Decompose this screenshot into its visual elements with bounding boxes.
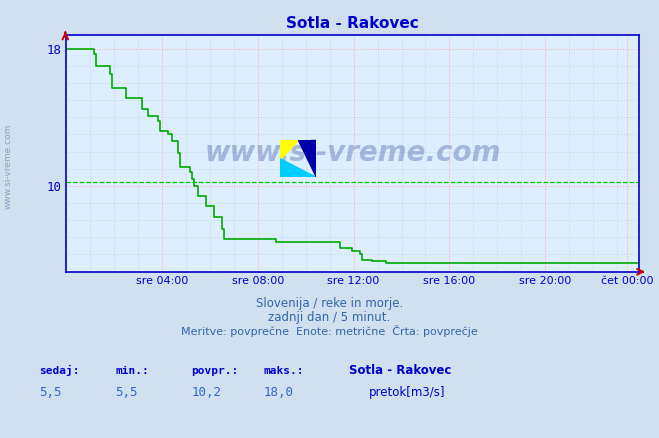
Text: zadnji dan / 5 minut.: zadnji dan / 5 minut. xyxy=(268,311,391,324)
Text: maks.:: maks.: xyxy=(264,367,304,377)
Text: 18,0: 18,0 xyxy=(264,386,294,399)
Text: povpr.:: povpr.: xyxy=(191,367,239,377)
Text: Meritve: povprečne  Enote: metrične  Črta: povprečje: Meritve: povprečne Enote: metrične Črta:… xyxy=(181,325,478,337)
Text: 5,5: 5,5 xyxy=(115,386,138,399)
Text: min.:: min.: xyxy=(115,367,149,377)
Text: www.si-vreme.com: www.si-vreme.com xyxy=(3,124,13,209)
Text: sedaj:: sedaj: xyxy=(40,365,80,377)
Text: pretok[m3/s]: pretok[m3/s] xyxy=(369,386,445,399)
Text: Slovenija / reke in morje.: Slovenija / reke in morje. xyxy=(256,297,403,310)
Polygon shape xyxy=(280,159,316,177)
Text: 5,5: 5,5 xyxy=(40,386,62,399)
Text: 10,2: 10,2 xyxy=(191,386,221,399)
Text: www.si-vreme.com: www.si-vreme.com xyxy=(204,139,501,167)
Polygon shape xyxy=(280,140,298,159)
Text: Sotla - Rakovec: Sotla - Rakovec xyxy=(349,364,451,378)
Title: Sotla - Rakovec: Sotla - Rakovec xyxy=(286,16,419,31)
Polygon shape xyxy=(298,140,316,177)
